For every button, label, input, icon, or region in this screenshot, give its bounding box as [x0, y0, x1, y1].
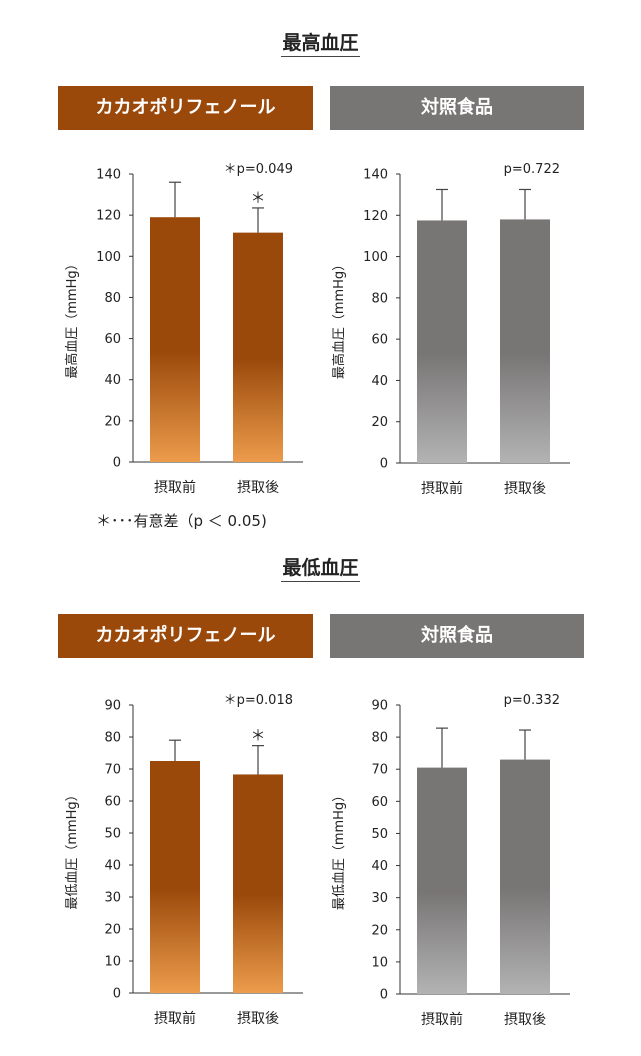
- p-value-label: p=0.332: [504, 693, 560, 708]
- section-title-text: 最低血圧: [281, 557, 360, 582]
- x-category-label: 摂取後: [504, 1012, 546, 1028]
- chart-diastolic-cacao: 0 10 20 30 40 50 60 70 80 90 最低血圧（mmHg） 摂取前 ＊ 摂取後 ＊p=0…: [65, 693, 303, 1027]
- x-category-label: 摂取前: [421, 1011, 463, 1028]
- x-category-label: 摂取前: [154, 1010, 196, 1027]
- chart-systolic-control: 0 20 40 60 80 100 120 140 最高血圧（mmHg） 摂取前 摂取後 p=0.72…: [331, 162, 570, 497]
- y-axis-title: 最高血圧（mmHg）: [64, 257, 80, 378]
- x-category-label: 摂取後: [504, 481, 546, 497]
- y-tick-label: 60: [371, 333, 388, 348]
- y-tick-label: 30: [371, 891, 388, 906]
- y-tick-label: 20: [371, 415, 388, 430]
- bar: [150, 217, 200, 462]
- y-tick-label: 80: [371, 731, 388, 746]
- bar: [500, 759, 550, 994]
- y-tick-label: 0: [113, 456, 121, 471]
- y-axis-title: 最低血圧（mmHg）: [65, 788, 80, 909]
- section-title-systolic: 最高血圧: [0, 31, 641, 57]
- significance-star: ＊: [250, 727, 265, 745]
- x-category-label: 摂取前: [421, 480, 463, 497]
- y-tick-label: 70: [104, 763, 121, 778]
- y-tick-label: 60: [371, 795, 388, 810]
- y-tick-label: 20: [371, 923, 388, 938]
- chart-systolic-cacao: 0 20 40 60 80 100 120 140 最高血圧（mmHg） 摂取前 ＊ 摂取後 ＊p=0.…: [64, 162, 303, 496]
- p-value-label: ＊p=0.018: [224, 693, 293, 708]
- banner-cacao-diastolic: カカオポリフェノール: [58, 614, 313, 658]
- y-tick-label: 0: [113, 987, 121, 1002]
- bar: [150, 761, 200, 993]
- banner-control-systolic: 対照食品: [330, 86, 584, 130]
- x-category-label: 摂取後: [237, 480, 279, 496]
- y-tick-label: 20: [104, 414, 121, 429]
- y-tick-label: 90: [104, 699, 121, 714]
- y-tick-label: 40: [371, 859, 388, 874]
- y-tick-label: 80: [371, 291, 388, 306]
- p-value-label: ＊p=0.049: [224, 162, 293, 177]
- y-tick-label: 40: [104, 859, 121, 874]
- banner-cacao-systolic: カカオポリフェノール: [58, 86, 313, 130]
- y-tick-label: 60: [104, 332, 121, 347]
- p-value-label: p=0.722: [504, 162, 560, 177]
- y-tick-label: 120: [96, 209, 121, 224]
- y-axis-title: 最高血圧（mmHg）: [331, 258, 347, 379]
- bar: [233, 232, 283, 462]
- y-tick-label: 140: [363, 168, 388, 183]
- y-tick-label: 10: [104, 955, 121, 970]
- y-tick-label: 30: [104, 891, 121, 906]
- chart-diastolic-control: 0 10 20 30 40 50 60 70 80 90 最低血圧（mmHg） 摂取前 摂取後 p=0.3…: [332, 693, 570, 1028]
- banner-control-diastolic: 対照食品: [330, 614, 584, 658]
- y-tick-label: 0: [380, 988, 388, 1003]
- y-tick-label: 80: [104, 731, 121, 746]
- y-tick-label: 120: [363, 209, 388, 224]
- y-tick-label: 80: [104, 291, 121, 306]
- y-tick-label: 140: [96, 168, 121, 183]
- y-tick-label: 60: [104, 795, 121, 810]
- y-tick-label: 50: [104, 827, 121, 842]
- y-tick-label: 10: [371, 955, 388, 970]
- x-category-label: 摂取前: [154, 479, 196, 496]
- y-tick-label: 100: [363, 250, 388, 265]
- section-title-text: 最高血圧: [281, 32, 360, 57]
- y-tick-label: 90: [371, 699, 388, 714]
- y-tick-label: 40: [371, 374, 388, 389]
- bar: [500, 219, 550, 463]
- y-tick-label: 70: [371, 763, 388, 778]
- y-tick-label: 0: [380, 457, 388, 472]
- y-tick-label: 50: [371, 827, 388, 842]
- y-tick-label: 40: [104, 373, 121, 388]
- x-category-label: 摂取後: [237, 1011, 279, 1027]
- bar: [417, 220, 467, 463]
- section-title-diastolic: 最低血圧: [0, 556, 641, 582]
- significance-note: ＊･･･有意差（p ＜ 0.05): [96, 512, 267, 530]
- y-axis-title: 最低血圧（mmHg）: [332, 789, 347, 910]
- bar: [233, 774, 283, 993]
- significance-star: ＊: [250, 189, 265, 207]
- y-tick-label: 100: [96, 250, 121, 265]
- y-tick-label: 20: [104, 923, 121, 938]
- bar: [417, 767, 467, 994]
